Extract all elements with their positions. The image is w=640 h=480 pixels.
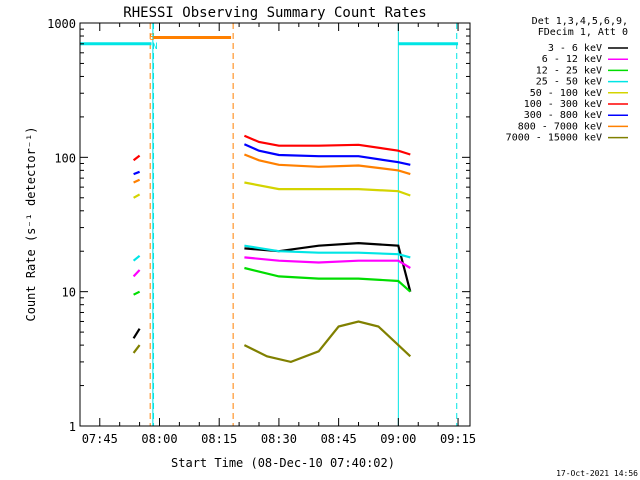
series-segment <box>244 244 411 259</box>
y-tick-label: 10 <box>62 286 76 300</box>
series-50-100-kev <box>133 181 411 199</box>
x-tick-label: 08:30 <box>261 432 297 446</box>
y-axis-label: Count Rate (s⁻¹ detector⁻¹) <box>24 126 38 321</box>
y-tick-label: 1000 <box>47 17 76 31</box>
series-segment <box>244 256 411 269</box>
series-segment <box>133 290 141 296</box>
series-6-12-kev <box>132 256 411 278</box>
series-segment <box>244 181 411 197</box>
x-tick-label: 08:15 <box>201 432 237 446</box>
legend-entry-label: 6 - 12 keV <box>542 54 602 65</box>
legend-entry-label: 100 - 300 keV <box>524 99 602 110</box>
legend-entry-label: 7000 - 15000 keV <box>506 133 602 144</box>
plot-series-layer <box>132 36 412 364</box>
series-segment <box>133 178 141 184</box>
series-segment <box>133 170 140 176</box>
x-tick-label: 09:00 <box>380 432 416 446</box>
legend-entry-label: 12 - 25 keV <box>536 65 602 76</box>
series-25-50-kev <box>132 244 411 262</box>
x-tick-label: 07:45 <box>82 432 118 446</box>
series-segment <box>132 328 141 339</box>
series-12-25-kev <box>133 266 412 296</box>
legend-entry-label: 25 - 50 keV <box>536 77 602 88</box>
series-segment <box>132 269 141 278</box>
series-segment <box>243 320 412 364</box>
legend-header-line: FDecim 1, Att 0 <box>538 27 628 38</box>
series-segment <box>132 154 141 162</box>
footer-timestamp: 17-Oct-2021 14:56 <box>556 469 638 478</box>
series-100-300-kev <box>132 134 411 162</box>
series-800-7000-kev <box>133 36 411 184</box>
axes-layer: 07:45 08:00 08:15 08:30 08:45 09:00 09:15 1 10 10… <box>47 17 476 446</box>
annotation-n: N <box>152 42 157 52</box>
y-tick-label: 100 <box>54 151 76 165</box>
series-7000-15000-kev <box>132 320 412 364</box>
plot-frame <box>79 22 471 427</box>
annotation-s: S <box>149 33 154 43</box>
x-tick-label: 09:15 <box>440 432 476 446</box>
chart-title: RHESSI Observing Summary Count Rates <box>123 5 426 21</box>
legend-entry-label: 300 - 800 keV <box>524 110 602 121</box>
series-300-800-kev <box>133 143 411 176</box>
series-segment <box>133 193 141 199</box>
y-tick-label: 1 <box>69 420 76 434</box>
x-tick-label: 08:00 <box>141 432 177 446</box>
series-segment <box>132 254 141 262</box>
x-tick-label: 08:45 <box>321 432 357 446</box>
series-segment <box>243 143 411 166</box>
series-segment <box>132 344 141 354</box>
legend-entry-label: 800 - 7000 keV <box>518 121 602 132</box>
legend-entry-label: 50 - 100 keV <box>530 88 602 99</box>
x-axis-label: Start Time (08-Dec-10 07:40:02) <box>171 456 395 470</box>
series-segment <box>244 266 412 293</box>
legend-header-line: Det 1,3,4,5,6,9, <box>532 16 628 27</box>
plot-lines-layer: SN <box>80 23 459 426</box>
legend: Det 1,3,4,5,6,9,FDecim 1, Att 0 3 - 6 keV… <box>506 16 628 144</box>
legend-entry-label: 3 - 6 keV <box>548 43 602 54</box>
series-segment <box>243 134 411 156</box>
series-segment <box>243 153 411 176</box>
